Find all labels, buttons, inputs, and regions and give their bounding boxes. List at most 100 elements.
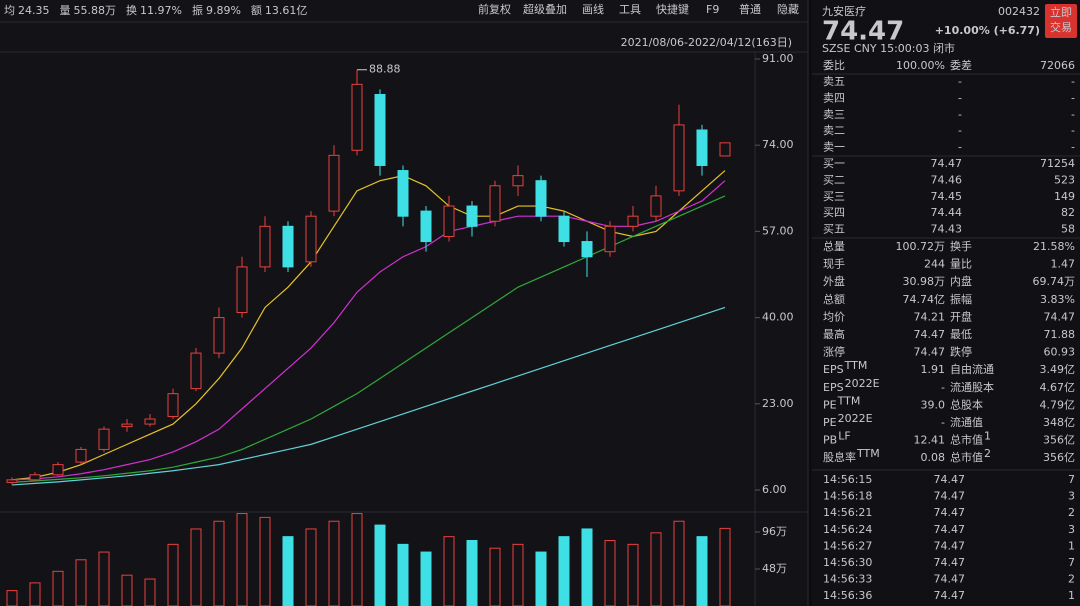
volume-bar (466, 540, 478, 606)
candle-body (351, 83, 363, 151)
trade-time: 14:56:15 (823, 473, 872, 486)
candle-body (190, 352, 202, 390)
volume-bar (213, 520, 225, 606)
stat-label: 量比 (950, 258, 972, 271)
book-volume: 82 (1061, 206, 1075, 219)
trade-volume: 1 (1068, 539, 1075, 552)
volume-bar (558, 536, 570, 606)
candle-body (696, 129, 708, 166)
book-price: 74.43 (931, 223, 963, 236)
trade-price: 74.47 (934, 573, 966, 586)
candle-body (328, 154, 340, 212)
candle-body (397, 170, 409, 217)
stat-value: 3.49亿 (1040, 363, 1076, 376)
stat-label: 跌停 (950, 345, 972, 359)
stat-sup: TTM (837, 394, 861, 407)
menu-item: 前复权 (478, 2, 511, 16)
menu-item: 普通 (739, 2, 761, 16)
stat-value: 24.35 (18, 4, 50, 17)
y-tick-label: 96万 (762, 525, 787, 538)
trade-button[interactable] (1045, 4, 1077, 38)
candle-body (420, 210, 432, 243)
volume-bar (627, 543, 639, 606)
candle-body (374, 93, 386, 166)
candle-body (443, 205, 455, 237)
trade-price: 74.47 (934, 523, 966, 536)
menu-item: F9 (706, 3, 719, 16)
volume-bar (52, 570, 64, 606)
book-label: 买五 (823, 223, 845, 236)
volume-bar (328, 520, 340, 606)
candle-body (98, 428, 110, 450)
book-label: 买三 (823, 190, 845, 203)
y-tick-label: 48万 (762, 562, 787, 575)
volume-bar (673, 520, 685, 606)
label: 委比 (823, 59, 845, 72)
stat-value: 0.08 (921, 451, 946, 464)
stat-value: 74.47 (914, 328, 946, 341)
stat-value: 39.0 (921, 398, 946, 411)
stat-label: 均 (4, 4, 15, 17)
stat-sup: 2022E (838, 412, 873, 425)
book-volume: - (1071, 75, 1075, 88)
candle-body (673, 124, 685, 192)
volume-bar (167, 543, 179, 606)
stat-sup: TTM (844, 359, 868, 372)
stat-value: 356亿 (1043, 451, 1075, 464)
candle-body (75, 448, 87, 463)
stat-label: PE (823, 398, 837, 411)
candle-body (29, 474, 41, 481)
book-price: - (958, 124, 962, 137)
stat-label: 外盘 (823, 274, 845, 288)
stat-label: 总量 (823, 239, 845, 253)
stat-label: 内盘 (950, 274, 972, 288)
book-volume: 523 (1054, 173, 1075, 186)
trade-button-label: 交易 (1050, 20, 1072, 34)
stat-value: 74.47 (914, 346, 946, 359)
book-label: 卖五 (823, 75, 845, 88)
stat-value: 69.74万 (1033, 275, 1076, 288)
stat-label: 涨停 (823, 345, 845, 359)
stat-label: 流通值 (950, 415, 983, 429)
stat-value: 9.89% (206, 4, 241, 17)
trade-volume: 3 (1068, 490, 1075, 503)
menu-item: 画线 (582, 2, 604, 16)
volume-bar (397, 543, 409, 606)
stat-label: 量 (60, 4, 71, 17)
volume-bar (443, 536, 455, 606)
stat-label: 最高 (823, 327, 845, 341)
y-tick-label: 6.00 (762, 483, 787, 496)
candle-body (627, 215, 639, 227)
label: 委差 (950, 58, 972, 72)
volume-bar (282, 536, 294, 606)
trade-button-label: 立即 (1050, 5, 1072, 19)
stat-label: 现手 (823, 257, 845, 271)
trade-volume: 7 (1068, 556, 1075, 569)
book-price: - (958, 91, 962, 104)
stat-value: 4.79亿 (1040, 398, 1076, 411)
trade-time: 14:56:30 (823, 556, 872, 569)
candle-body (650, 195, 662, 217)
stat-value: 11.97% (140, 4, 182, 17)
stat-sup: LF (838, 430, 850, 443)
book-price: 74.46 (931, 173, 963, 186)
stat-value: 4.67亿 (1040, 381, 1076, 394)
book-label: 买二 (823, 173, 845, 186)
trade-price: 74.47 (934, 506, 966, 519)
book-price: - (958, 141, 962, 154)
volume-bar (650, 532, 662, 606)
stat-sup: 1 (984, 430, 991, 443)
stat-value: 100.72万 (896, 240, 946, 253)
stat-label: 股息率 (823, 450, 856, 464)
stat-label: 振幅 (950, 292, 972, 306)
trade-time: 14:56:24 (823, 523, 872, 536)
candle-body (121, 423, 133, 428)
book-label: 卖一 (823, 141, 845, 154)
candle-body (167, 393, 179, 417)
book-label: 买一 (823, 157, 845, 170)
trade-time: 14:56:27 (823, 539, 872, 552)
stat-label: PE (823, 416, 837, 429)
volume-bar (696, 536, 708, 606)
y-tick-label: 23.00 (762, 397, 794, 410)
volume-bar (512, 543, 524, 606)
